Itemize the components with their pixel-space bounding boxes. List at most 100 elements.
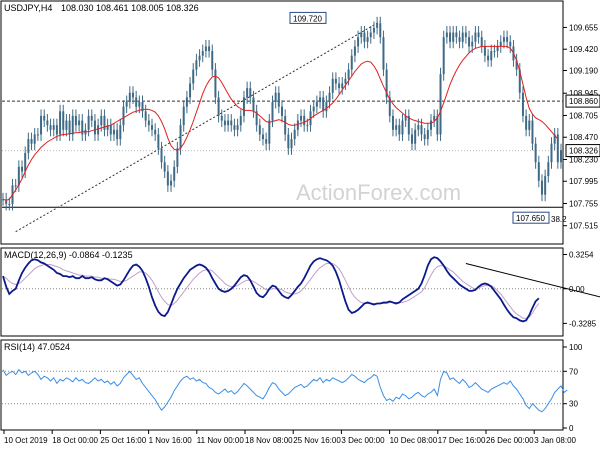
price-bar-body (201, 51, 204, 56)
price-bar-body (474, 32, 477, 42)
rsi-label: RSI(14) 47.0524 (4, 342, 70, 352)
price-bar-body (515, 60, 518, 70)
price-bar-body (246, 88, 249, 98)
x-tick-label: 10 Oct 2019 (4, 436, 48, 445)
price-bar-body (78, 120, 81, 126)
price-bar-body (189, 83, 192, 98)
price-bar-body (525, 115, 528, 130)
price-bar-body (430, 120, 433, 130)
price-bar-body (461, 32, 464, 42)
price-bar-body (157, 134, 160, 149)
price-bar-body (36, 134, 39, 136)
macd-y-tick-label: 0.00 (569, 285, 585, 294)
price-bar-body (531, 120, 534, 144)
price-bar-body (128, 92, 131, 103)
extreme-price-box (512, 211, 550, 224)
current-price-box (565, 144, 600, 158)
price-bar-body (204, 46, 207, 52)
price-bar-body (401, 120, 404, 135)
price-y-tick-label: 108.230 (569, 155, 598, 164)
price-bar-body (376, 23, 379, 28)
rsi-panel-frame (0, 339, 564, 431)
price-bar-body (395, 125, 398, 130)
x-tick-label: 11 Nov 00:00 (197, 436, 245, 445)
price-bar-body (312, 106, 315, 112)
price-bar-body (509, 41, 512, 47)
price-bar-body (17, 166, 20, 186)
price-bar-body (553, 134, 556, 144)
extreme-price-text: 107.650 (516, 214, 545, 223)
price-bar-body (436, 115, 439, 135)
price-bar-body (220, 115, 223, 121)
price-bar-body (151, 125, 154, 130)
price-bar-body (433, 115, 436, 121)
price-bar-body (398, 125, 401, 135)
price-bar-body (277, 92, 280, 107)
price-bar-body (534, 143, 537, 163)
extreme-price-text: 109.720 (293, 14, 322, 23)
price-bar-body (544, 176, 547, 195)
extreme-price-box (289, 11, 327, 24)
price-bar-body (487, 55, 490, 61)
price-bar-body (166, 171, 169, 186)
price-bar-body (353, 46, 356, 56)
price-bar-body (477, 32, 480, 38)
price-bar-body (252, 97, 255, 112)
price-bar-body (103, 115, 106, 130)
price-bar-body (236, 125, 239, 130)
price-bar-body (328, 92, 331, 103)
price-bar-body (537, 162, 540, 181)
price-bar-body (119, 125, 122, 140)
price-bar-body (468, 37, 471, 47)
price-bar-body (71, 115, 74, 135)
price-bar-body (30, 139, 33, 144)
price-bar-body (528, 120, 531, 130)
price-bar-body (366, 37, 369, 42)
price-bar-body (347, 69, 350, 79)
price-bar-body (322, 97, 325, 112)
price-y-tick-label: 108.705 (569, 111, 598, 120)
rsi-y-tick-label: 100 (569, 343, 583, 352)
price-bar-body (341, 83, 344, 89)
price-bar-body (233, 125, 236, 130)
price-bar-body (426, 129, 429, 140)
price-bar-body (249, 88, 252, 98)
price-bar-body (185, 97, 188, 107)
price-bar-body (300, 115, 303, 121)
price-bar-body (293, 129, 296, 140)
price-bar-body (116, 129, 119, 140)
price-bar-body (414, 129, 417, 144)
current-price-text: 108.326 (569, 147, 598, 156)
price-bar-body (357, 37, 360, 47)
price-bar-body (90, 115, 93, 121)
price-bar-body (493, 51, 496, 53)
price-bar-body (261, 134, 264, 140)
price-bar-body (214, 69, 217, 98)
price-bar-body (338, 83, 341, 89)
price-y-tick-label: 108.470 (569, 133, 598, 142)
price-bar-body (68, 120, 71, 135)
level-tag-box (565, 94, 600, 108)
price-bar-body (372, 27, 375, 33)
price-bar-body (62, 111, 65, 130)
price-bar-body (306, 125, 309, 127)
price-bar-body (49, 125, 52, 130)
price-bar-body (550, 143, 553, 163)
price-bar-body (274, 92, 277, 103)
price-bar-body (217, 97, 220, 116)
price-bar-body (319, 97, 322, 103)
price-bar-body (363, 32, 366, 42)
price-bar-body (449, 32, 452, 42)
price-bar-body (502, 37, 505, 42)
price-y-tick-label: 107.515 (569, 222, 598, 231)
price-bar-body (109, 125, 112, 135)
x-tick-label: 10 Dec 08:00 (390, 436, 438, 445)
price-bar-body (160, 148, 163, 163)
price-bar-body (242, 97, 245, 116)
price-bar-body (43, 115, 46, 121)
x-tick-label: 26 Dec 00:00 (486, 436, 534, 445)
price-bar-body (379, 23, 382, 38)
macd-signal-line (2, 263, 540, 319)
